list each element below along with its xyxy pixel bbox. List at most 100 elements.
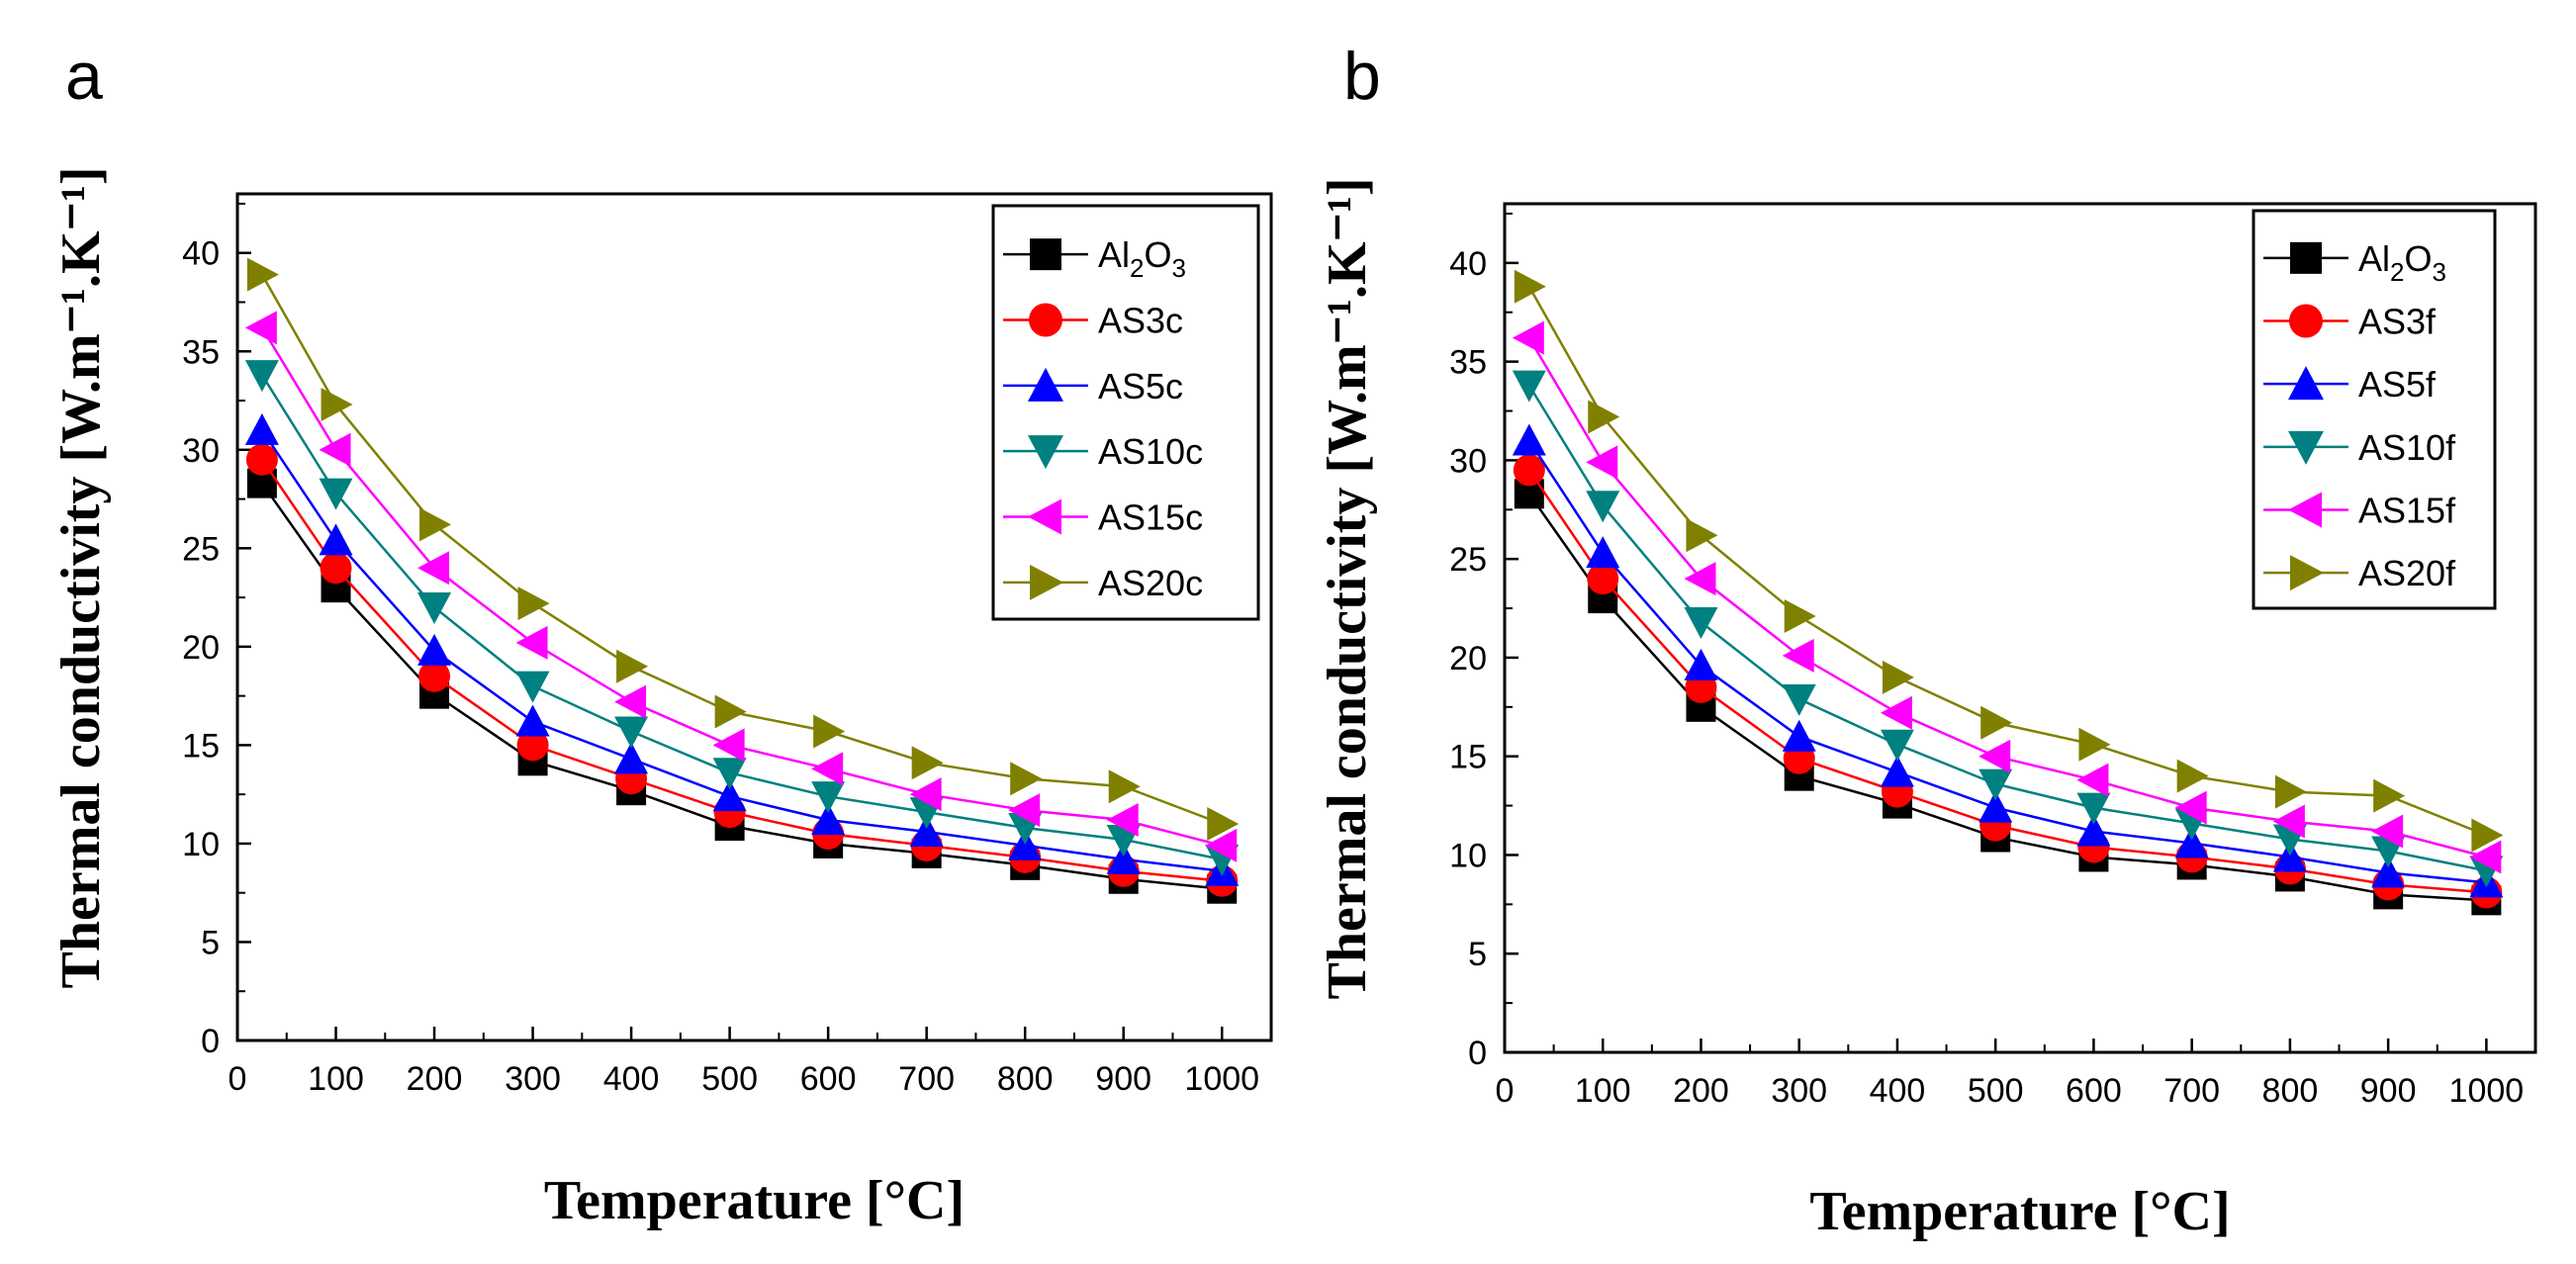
data-point-AS10f (1782, 683, 1816, 716)
y-tick-label: 20 (1449, 640, 1487, 677)
data-point-AS3f (1587, 563, 1619, 595)
data-point-AS10f (1684, 607, 1718, 640)
data-point-AS20c (813, 714, 846, 749)
data-point-AS15c (1106, 803, 1139, 838)
data-point-AS20c (1108, 769, 1141, 804)
y-tick-label: 5 (201, 924, 220, 961)
data-point-AS5f (1586, 536, 1620, 569)
data-point-AS10c (244, 360, 279, 393)
legend-box (991, 204, 1260, 621)
data-point-AS15f (2469, 840, 2502, 874)
data-point-AS5f (2371, 856, 2406, 888)
x-tick-label: 300 (1771, 1072, 1827, 1110)
data-point-AS15f (1880, 695, 1912, 730)
x-tick-label: 500 (1968, 1072, 2024, 1110)
data-point-AS20c (911, 746, 944, 780)
data-point-AS20f (1686, 518, 1718, 553)
data-point-AS20c (246, 257, 279, 292)
data-point-AS3c (516, 729, 549, 762)
x-tick-label: 400 (603, 1060, 660, 1098)
y-tick-label: 10 (1449, 837, 1487, 874)
y-tick-label: 15 (1449, 739, 1487, 776)
data-point-AS20c (1010, 762, 1043, 796)
data-point-AS5c (319, 523, 353, 556)
data-point-AS5c (909, 814, 944, 847)
legend-box (2252, 209, 2497, 610)
data-point-AS20c (321, 388, 353, 422)
data-point-AS15f (1978, 739, 2011, 773)
data-point-AS15c (712, 728, 745, 763)
data-point-AS5f (1880, 755, 1914, 787)
data-point-AS5c (811, 803, 846, 836)
data-point-AS5c (417, 633, 452, 666)
data-point-AS10f (1978, 768, 2013, 801)
plot-frame (235, 192, 1273, 1042)
data-point-AS5c (614, 742, 649, 774)
x-tick-label: 800 (2262, 1072, 2319, 1110)
y-tick-label: 30 (1449, 442, 1487, 480)
legend-label-AS10c: AS10c (1098, 431, 1203, 472)
legend-marker-AS10f (2288, 430, 2324, 465)
legend-marker-AS10c (1028, 435, 1063, 470)
data-point-AS5f (2076, 814, 2111, 847)
data-point-AS15f (1512, 320, 1544, 355)
data-point-AS15c (515, 625, 548, 660)
data-point-AS5c (244, 412, 279, 445)
data-point-AS20f (1784, 599, 1816, 634)
x-tick-label: 900 (2360, 1072, 2417, 1110)
chart-panel-a: a 0 100 200 300 400 500 600 700 800 900 1000 0 5 10 15 2… (50, 39, 1273, 1231)
data-point-AS15c (614, 684, 647, 719)
data-point-AS3f (1513, 454, 1545, 487)
legend-label-AS15f: AS15f (2358, 491, 2456, 531)
x-tick-label: 300 (505, 1060, 561, 1098)
data-point-AS15c (417, 551, 450, 586)
y-tick-label: 35 (182, 333, 220, 371)
x-tick-label: 200 (1673, 1072, 1729, 1110)
data-point-AS5f (1978, 790, 2013, 823)
data-point-AS15f (2174, 790, 2207, 825)
data-point-AS20f (2373, 778, 2406, 813)
data-point-AS3c (320, 552, 352, 585)
y-tick-label: 20 (182, 629, 220, 667)
panel-letter: a (65, 39, 103, 114)
x-tick-label: 800 (997, 1060, 1054, 1098)
legend: Al2O3 AS3f AS5f AS10f AS15f AS20f (2252, 209, 2497, 610)
data-point-AS3c (245, 443, 278, 476)
data-point-AS20f (2176, 759, 2209, 793)
x-axis-title: Temperature [°C] (544, 1170, 965, 1231)
data-point-AS15f (1684, 562, 1716, 596)
data-point-AS15f (2371, 814, 2404, 849)
data-point-AS10c (614, 716, 649, 749)
x-tick-label: 400 (1870, 1072, 1926, 1110)
y-tick-label: 5 (1468, 936, 1487, 973)
x-tick-label: 900 (1095, 1060, 1151, 1098)
data-point-AS20f (1588, 400, 1620, 434)
y-tick-label: 10 (182, 826, 220, 863)
legend-label-AS3c: AS3c (1098, 301, 1183, 341)
y-tick-label: 25 (182, 530, 220, 568)
data-point-AS5f (2174, 826, 2209, 858)
data-point-AS10c (417, 592, 452, 625)
x-tick-label: 100 (308, 1060, 364, 1098)
data-point-AS5f (1512, 423, 1546, 456)
data-point-AS20f (1980, 705, 2013, 740)
data-point-AS20c (517, 587, 550, 621)
data-point-AS15c (811, 752, 844, 786)
x-tick-label: 500 (701, 1060, 758, 1098)
x-tick-label: 600 (800, 1060, 857, 1098)
data-point-AS10c (811, 781, 846, 814)
y-tick-label: 30 (182, 432, 220, 470)
legend-marker-Al2O3 (1030, 238, 1061, 271)
legend-label-AS15c: AS15c (1098, 497, 1203, 538)
data-point-AS20c (616, 649, 649, 683)
data-point-AS5c (1106, 842, 1141, 874)
x-tick-label: 0 (229, 1060, 247, 1098)
chart-panel-b: b 0 100 200 300 400 500 600 700 800 900 1000 0 5 10 15 2… (1317, 39, 2537, 1242)
data-point-AS10c (515, 671, 550, 703)
legend-label-AS5f: AS5f (2358, 364, 2437, 405)
panel-letter: b (1343, 39, 1381, 114)
legend-marker-AS20f (2290, 555, 2324, 591)
data-point-AS10c (319, 478, 353, 510)
x-tick-label: 200 (407, 1060, 463, 1098)
